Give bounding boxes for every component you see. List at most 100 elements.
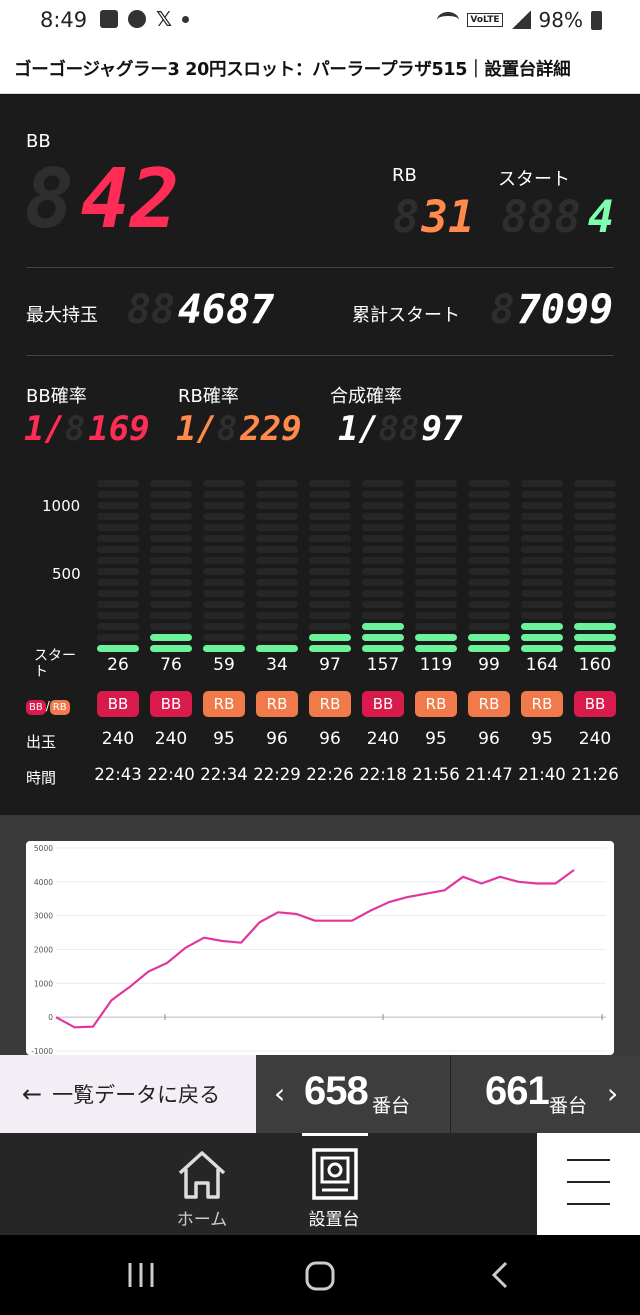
more-notifications-icon (182, 15, 190, 23)
history-bar-block (362, 491, 404, 498)
history-bar-block (521, 546, 563, 553)
history-time-value: 22:29 (253, 765, 301, 784)
history-bar-block (150, 513, 192, 520)
chevron-right-icon: › (607, 1077, 619, 1110)
history-bar-block (150, 601, 192, 608)
history-bar-block (468, 502, 510, 509)
history-bar-block (574, 645, 616, 652)
recent-apps-icon[interactable] (128, 1263, 154, 1287)
gallery-icon (100, 10, 118, 28)
history-bar-block (521, 579, 563, 586)
history-bar-block (521, 612, 563, 619)
history-bar-block (468, 601, 510, 608)
history-bar-block (362, 513, 404, 520)
history-bar-block (468, 590, 510, 597)
history-bar-block (521, 590, 563, 597)
history-start-value: 99 (478, 655, 500, 675)
history-bar-block (256, 513, 298, 520)
bb-prob-label: BB確率 (26, 386, 87, 407)
history-bar-block (574, 557, 616, 564)
history-bar-block (203, 491, 245, 498)
battery-percent: 98% (538, 8, 583, 32)
history-bar-block (97, 645, 139, 652)
history-bar-block (256, 623, 298, 630)
history-bar-block (256, 557, 298, 564)
home-button-icon[interactable] (305, 1261, 335, 1291)
history-bar-block (150, 491, 192, 498)
machine-navigation: ← 一覧データに戻る ‹ 658 番台 661 番台 › (0, 1055, 640, 1133)
history-bar-block (203, 502, 245, 509)
history-bar-block (203, 546, 245, 553)
history-bar-block (521, 634, 563, 641)
history-bar-block (97, 590, 139, 597)
history-bar-block (362, 623, 404, 630)
divider (26, 267, 614, 268)
battery-icon (591, 10, 602, 30)
history-bar-block (415, 513, 457, 520)
back-to-list-button[interactable]: ← 一覧データに戻る (0, 1055, 256, 1133)
prev-machine-button[interactable]: ‹ 658 番台 (256, 1055, 450, 1133)
history-bar-block (415, 645, 457, 652)
nav-home[interactable]: ホーム (150, 1133, 254, 1235)
bb-count-value: 42 (80, 152, 180, 247)
history-bar-block (97, 579, 139, 586)
slot-machine-icon (312, 1148, 358, 1200)
history-bar-block (415, 535, 457, 542)
divider (26, 355, 614, 356)
history-type-badge: RB (468, 691, 510, 717)
history-payout-value: 240 (101, 729, 135, 749)
history-bar-block (256, 568, 298, 575)
history-payout-value: 240 (154, 729, 188, 749)
history-bar-block (150, 557, 192, 564)
history-time-value: 22:18 (359, 765, 407, 784)
history-bar-block (256, 524, 298, 531)
history-bar-block (309, 612, 351, 619)
history-bar-block (415, 601, 457, 608)
nav-home-label: ホーム (176, 1210, 228, 1230)
history-bar-block (309, 480, 351, 487)
history-bar-block (362, 590, 404, 597)
history-bar-block (362, 634, 404, 641)
menu-button[interactable] (537, 1133, 640, 1235)
history-bar-block (574, 535, 616, 542)
history-time-value: 22:43 (94, 765, 142, 784)
history-bar-block (362, 579, 404, 586)
history-bar-block (203, 601, 245, 608)
next-machine-button[interactable]: 661 番台 › (450, 1055, 640, 1133)
history-bar-block (415, 502, 457, 509)
history-bar-block (574, 480, 616, 487)
history-bar-block (150, 524, 192, 531)
history-bar-block (150, 546, 192, 553)
rb-prob-value: 229 (240, 409, 302, 449)
history-bar-block (97, 480, 139, 487)
history-bar-block (574, 601, 616, 608)
graph-y-tick: 5000 (34, 844, 53, 853)
page-header: ゴーゴージャグラー3 20円スロット：パーラープラザ515｜設置台詳細 (0, 42, 640, 94)
history-bar-block (468, 612, 510, 619)
history-bar-block (468, 634, 510, 641)
history-bar-block (362, 645, 404, 652)
history-time-value: 22:34 (200, 765, 248, 784)
bb-counter: 8 42 (22, 157, 184, 243)
history-bar-block (309, 546, 351, 553)
volte-icon: VoLTE (467, 13, 503, 27)
menu-icon-line (567, 1203, 610, 1205)
bb-prob-prefix: 1/ (24, 409, 65, 449)
home-icon (178, 1151, 226, 1199)
history-bar-block (97, 502, 139, 509)
back-icon[interactable] (491, 1261, 508, 1289)
history-bar-block (574, 524, 616, 531)
history-bar-block (468, 524, 510, 531)
history-bar-block (415, 491, 457, 498)
history-bar-block (150, 612, 192, 619)
history-bar-block (203, 612, 245, 619)
nav-machine[interactable]: 設置台 (282, 1133, 386, 1235)
history-bar-block (150, 590, 192, 597)
history-bar-block (256, 601, 298, 608)
history-bar-block (362, 568, 404, 575)
combined-prob-prefix: 1/ (338, 409, 379, 449)
history-type-badge: RB (203, 691, 245, 717)
history-start-value: 26 (107, 655, 129, 675)
prev-machine-number: 658 (304, 1069, 369, 1113)
history-bar-block (468, 557, 510, 564)
